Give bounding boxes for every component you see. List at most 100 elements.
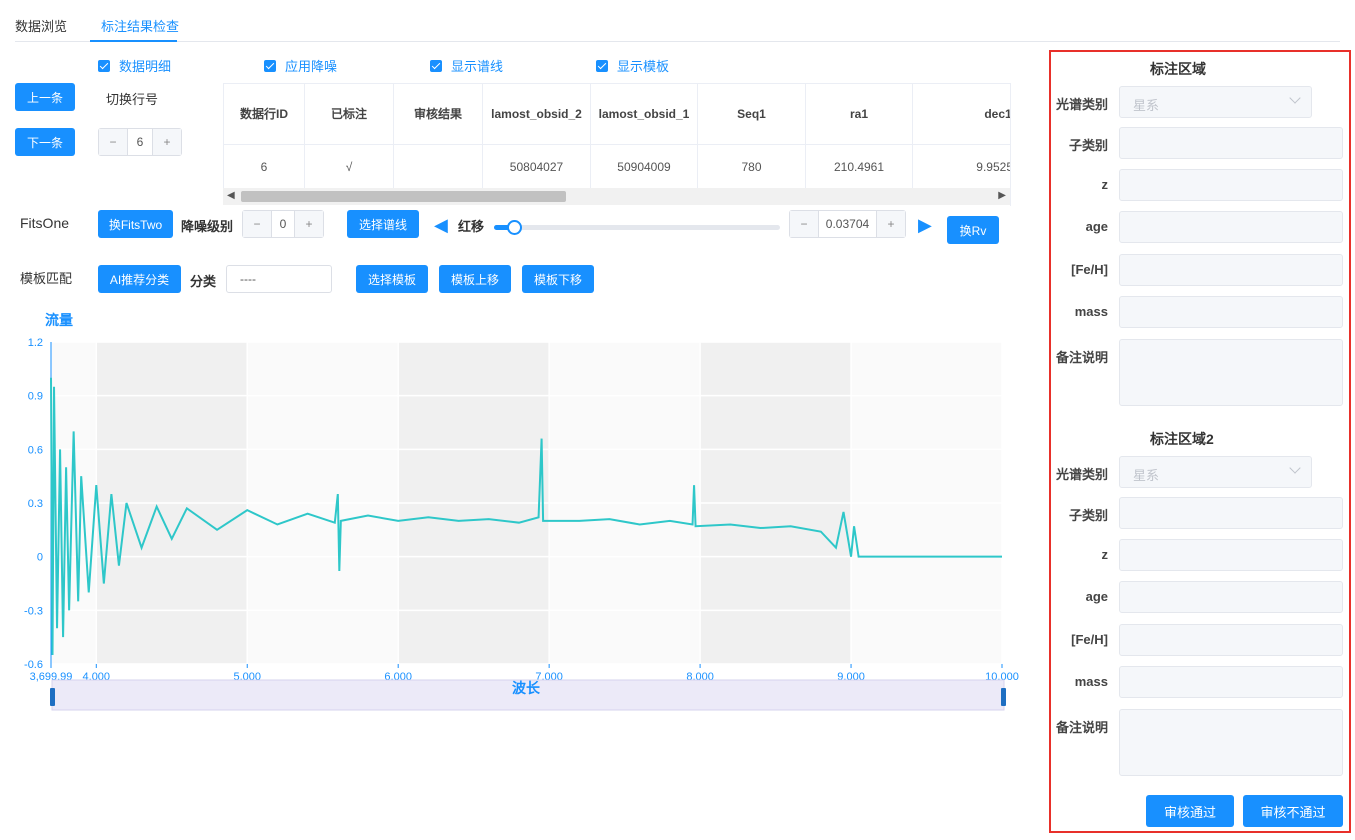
- action-button[interactable]: 审核不通过: [1243, 795, 1343, 827]
- checkbox[interactable]: 数据明细: [98, 56, 171, 75]
- next-button[interactable]: 下一条: [15, 128, 75, 156]
- scrollbar[interactable]: ◀ ▶: [223, 188, 1010, 205]
- header-cell: dec1: [912, 83, 1010, 145]
- y-tick-label: -0.3: [24, 605, 43, 617]
- select[interactable]: 星系: [1119, 456, 1312, 488]
- zoom-handle[interactable]: [50, 688, 55, 706]
- field-label: [Fe/H]: [1071, 262, 1108, 277]
- redshift-left-arrow[interactable]: ◀: [434, 215, 448, 235]
- select-caret: [1289, 92, 1301, 104]
- redshift-slider[interactable]: [494, 220, 780, 235]
- field-label: mass: [1074, 674, 1108, 689]
- y-axis-title: 流量: [45, 312, 73, 328]
- select[interactable]: 星系: [1119, 86, 1312, 118]
- select-line-button[interactable]: 选择谱线: [347, 210, 419, 238]
- scroll-right[interactable]: ▶: [998, 190, 1006, 201]
- textarea[interactable]: [1119, 709, 1343, 776]
- input[interactable]: [1119, 127, 1343, 159]
- class-input[interactable]: ----: [226, 265, 332, 293]
- checkbox-label: 数据明细: [119, 59, 172, 74]
- fits-label: FitsOne: [20, 215, 70, 231]
- y-tick-label: 1.2: [28, 337, 43, 349]
- input[interactable]: [1119, 624, 1343, 656]
- action-button[interactable]: 审核通过: [1146, 795, 1234, 827]
- denoise-label: 降噪级别: [181, 219, 234, 234]
- switch-fits-button[interactable]: 换FitsTwo: [98, 210, 173, 238]
- template-button[interactable]: 模板上移: [439, 265, 511, 293]
- input[interactable]: [1119, 497, 1343, 529]
- header-cell: 审核结果: [393, 83, 483, 145]
- header-cell: 已标注: [304, 83, 394, 145]
- select-caret: [1289, 462, 1301, 474]
- panel-title: 标注区域2: [1150, 431, 1214, 447]
- row-number: 6: [127, 129, 153, 155]
- y-tick-label: 0.6: [28, 444, 43, 456]
- panel-title: 标注区域: [1150, 61, 1206, 77]
- ai-button[interactable]: AI推荐分类: [98, 265, 181, 293]
- spectrum-chart: 流量 -0.6-0.300.30.60.91.23,699.99 4,000 5,0…: [24, 312, 1019, 711]
- zoom-handle[interactable]: [1001, 688, 1006, 706]
- field-label: 备注说明: [1055, 720, 1108, 735]
- header-cell: lamost_obsid_1: [590, 83, 698, 145]
- select-placeholder: 星系: [1133, 98, 1160, 113]
- tab-underline: [90, 40, 177, 42]
- field-label: age: [1085, 219, 1108, 234]
- rv-button[interactable]: 换Rv: [947, 216, 999, 244]
- y-tick-label: 0: [37, 552, 43, 564]
- checkbox-label: 显示模板: [617, 59, 670, 74]
- field-label: 光谱类别: [1055, 97, 1108, 112]
- redshift-right-arrow[interactable]: ▶: [918, 215, 932, 235]
- scroll-left[interactable]: ◀: [227, 190, 235, 201]
- field-label: mass: [1074, 304, 1108, 319]
- template-button[interactable]: 选择模板: [356, 265, 428, 293]
- header-row: 数据行ID 已标注 审核结果 lamost_obsid_2 lamost_obsid_1…: [223, 83, 1010, 145]
- denoise-level: 0: [271, 211, 295, 237]
- table-cell: 9.95253: [912, 144, 1010, 190]
- field-label: z: [1101, 547, 1109, 562]
- field-label: 子类别: [1068, 508, 1108, 523]
- checkbox[interactable]: 显示模板: [596, 56, 669, 75]
- row-stepper[interactable]: −6 +: [98, 128, 182, 156]
- y-tick-label: -0.6: [24, 659, 43, 671]
- checkbox[interactable]: 应用降噪: [264, 56, 337, 75]
- slider-fill: [494, 225, 513, 230]
- select-placeholder: 星系: [1133, 468, 1160, 483]
- table-cell: 210.4961: [805, 144, 913, 190]
- table-container: 数据行ID 已标注 审核结果 lamost_obsid_2 lamost_obsid_1…: [223, 83, 1011, 206]
- field-label: 光谱类别: [1055, 467, 1108, 482]
- slider-knob[interactable]: [507, 220, 522, 235]
- prev-button[interactable]: 上一条: [15, 83, 75, 111]
- input[interactable]: [1119, 539, 1343, 571]
- y-tick-label: 0.3: [28, 498, 43, 510]
- redshift-stepper[interactable]: −0.03704 +: [789, 210, 906, 238]
- header-cell: Seq1: [697, 83, 806, 145]
- spectrum-line: [50, 377, 1002, 656]
- table-cell: [393, 144, 483, 190]
- input[interactable]: [1119, 169, 1343, 201]
- scrollbar-thumb[interactable]: [241, 191, 566, 202]
- zoom-slider[interactable]: [51, 679, 1005, 711]
- template-label: 模板匹配: [20, 271, 73, 286]
- redshift-value: 0.03704: [818, 211, 877, 237]
- tab[interactable]: 数据浏览: [15, 19, 68, 34]
- input[interactable]: [1119, 581, 1343, 613]
- input[interactable]: [1119, 666, 1343, 698]
- textarea[interactable]: [1119, 339, 1343, 406]
- input[interactable]: [1119, 211, 1343, 243]
- field-label: 备注说明: [1055, 350, 1108, 365]
- table-cell: 50804027: [482, 144, 591, 190]
- tab-active[interactable]: 标注结果检查: [101, 19, 180, 34]
- row-switch-label: 切换行号: [106, 92, 159, 107]
- table-cell: 50904009: [590, 144, 698, 190]
- field-label: age: [1085, 589, 1108, 604]
- input[interactable]: [1119, 296, 1343, 328]
- checkbox[interactable]: 显示谱线: [430, 56, 503, 75]
- data-table: 数据行ID 已标注 审核结果 lamost_obsid_2 lamost_obsid_1…: [223, 83, 1010, 190]
- field-label: [Fe/H]: [1071, 632, 1108, 647]
- denoise-stepper[interactable]: −0 +: [242, 210, 324, 238]
- x-axis-title: 波长: [512, 680, 541, 696]
- checkbox-label: 显示谱线: [451, 59, 504, 74]
- template-button[interactable]: 模板下移: [522, 265, 594, 293]
- input[interactable]: [1119, 254, 1343, 286]
